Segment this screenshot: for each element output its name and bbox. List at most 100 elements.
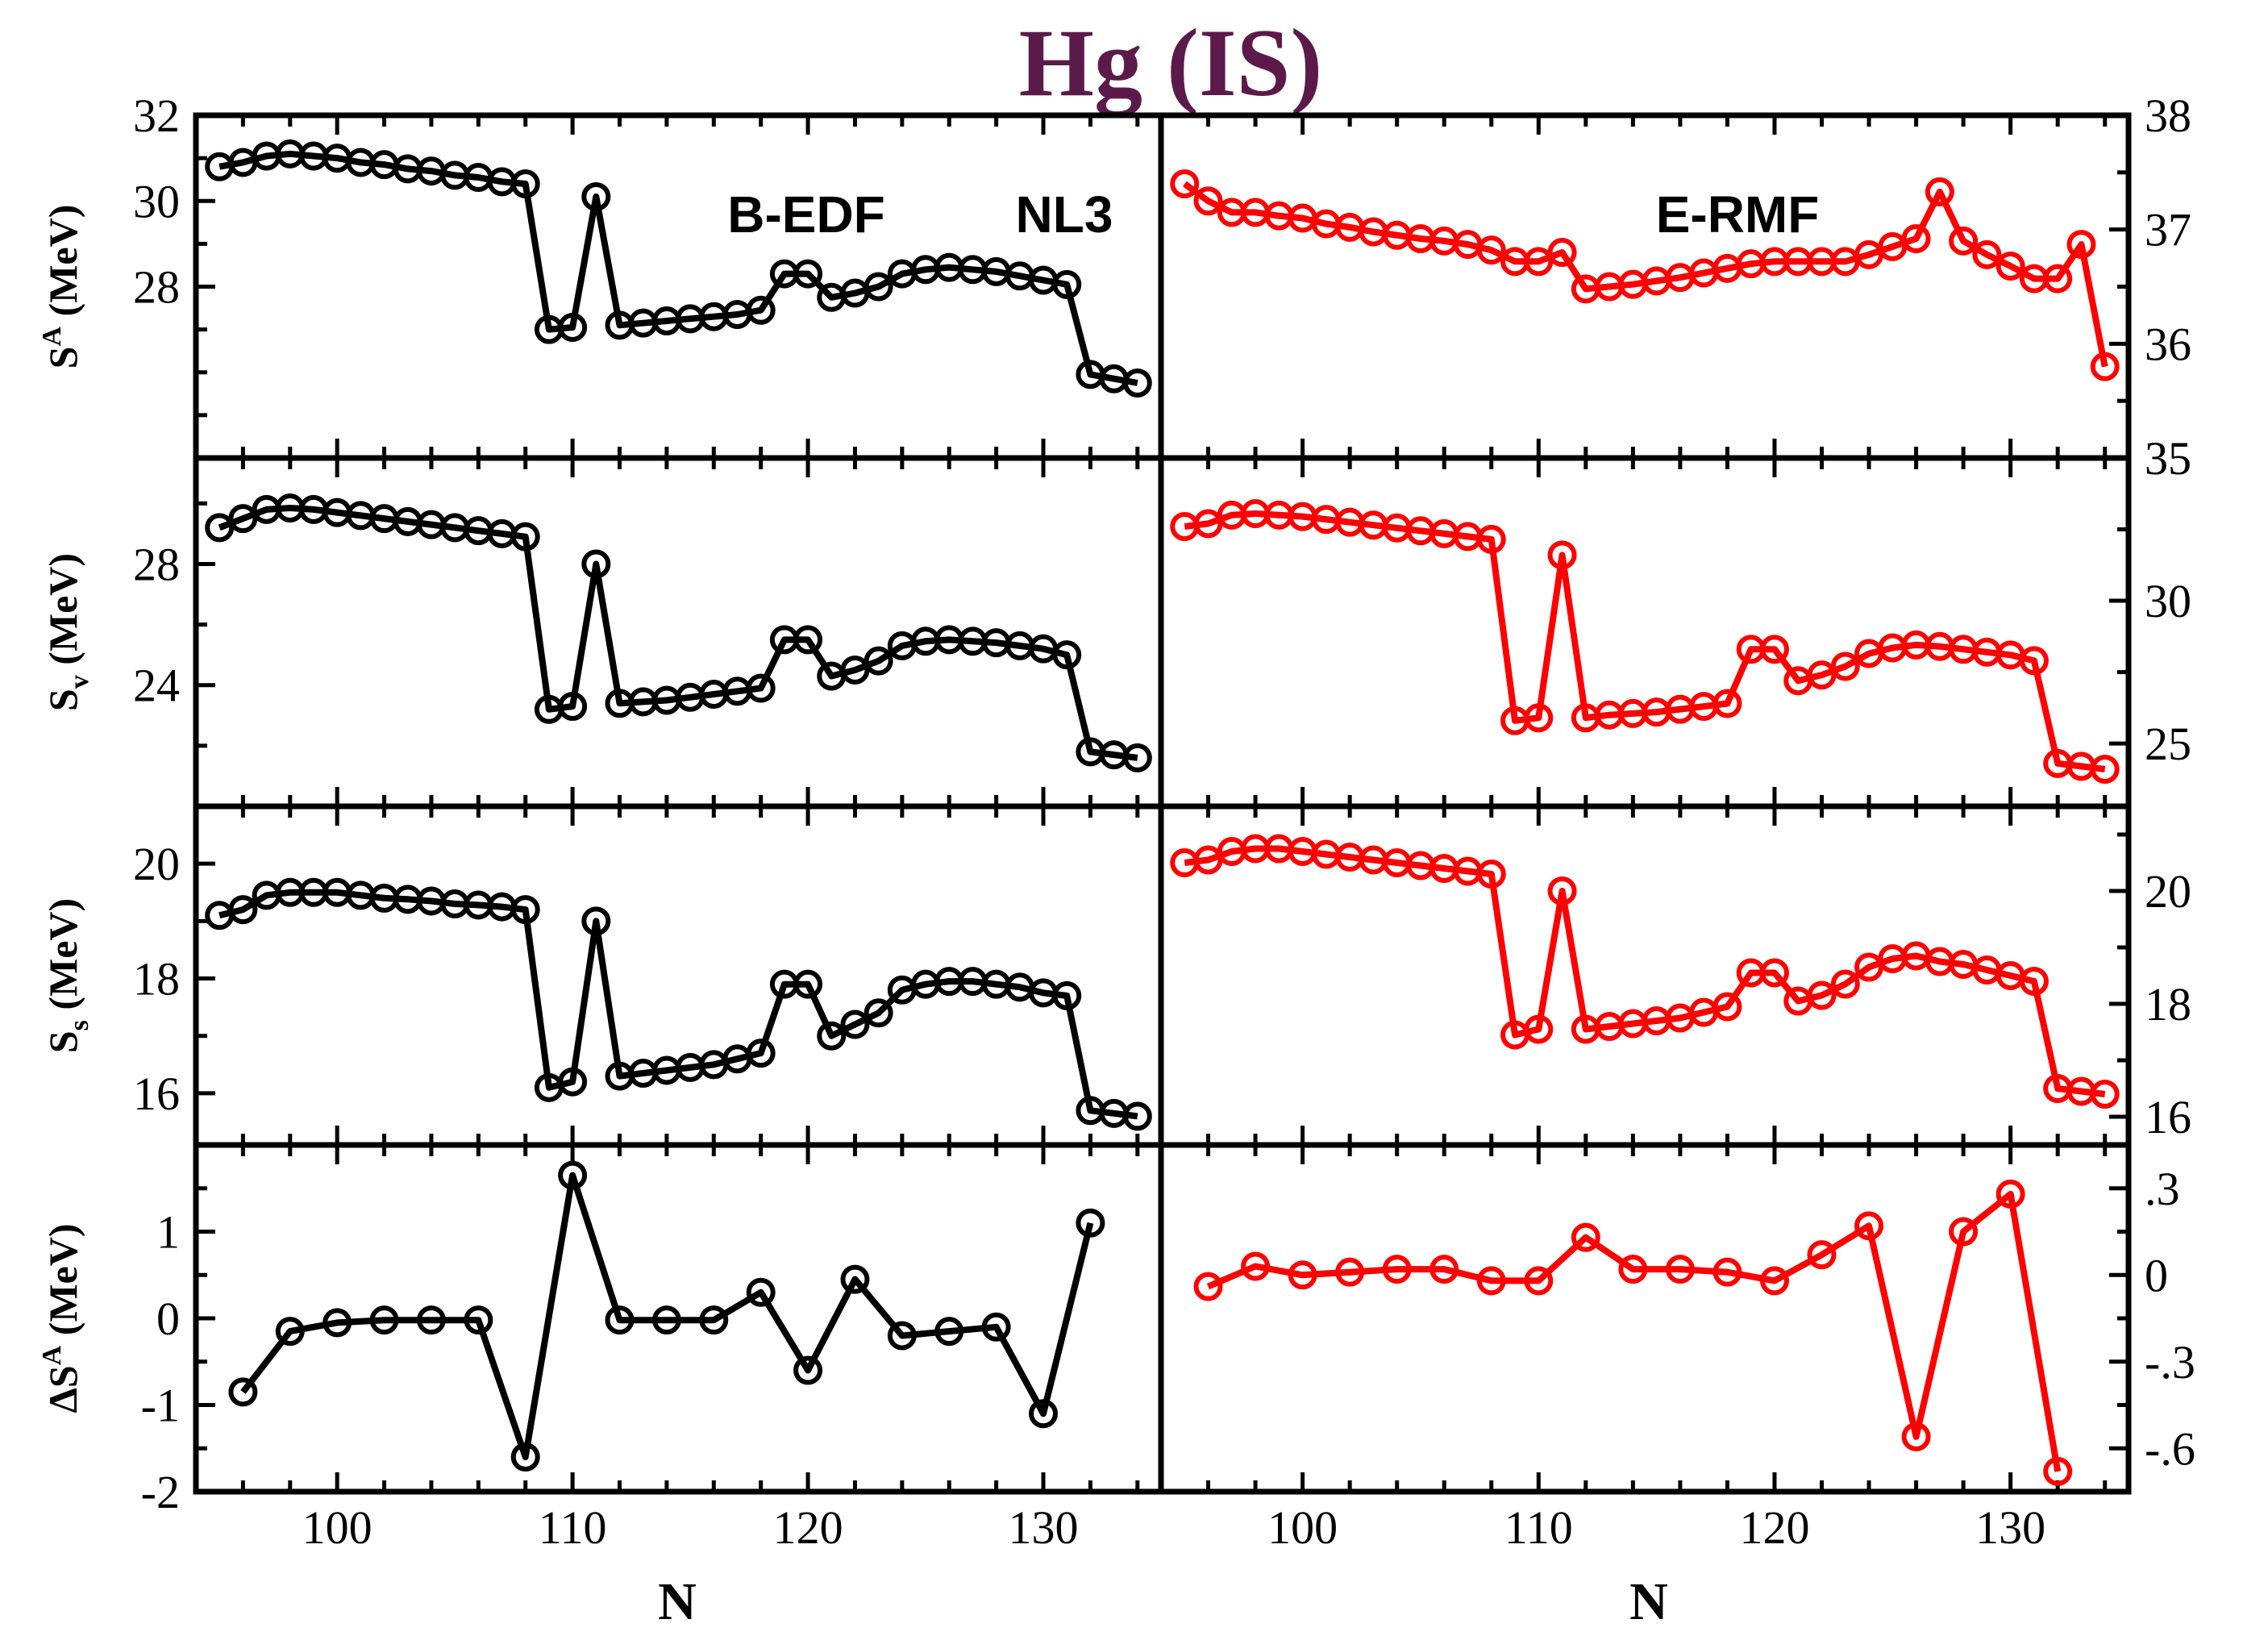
x-tick-label: 100 xyxy=(302,1501,372,1554)
x-tick-label: 110 xyxy=(1504,1501,1573,1554)
data-point xyxy=(1029,1399,1059,1429)
data-point xyxy=(1335,1257,1365,1287)
data-point xyxy=(840,1264,870,1294)
data-point xyxy=(1995,1179,2025,1209)
y-tick-label: 28 xyxy=(133,261,180,314)
data-point xyxy=(510,169,540,198)
data-point xyxy=(558,1067,588,1097)
panel-left-dSA: -2 -1 0 1 100 110 120 130 ΔSA (MeV) xyxy=(37,1142,1164,1554)
data-point xyxy=(1854,1211,1884,1241)
data-point xyxy=(581,906,611,936)
data-point xyxy=(1830,651,1860,681)
panel-left-Sv: 24 28 Sv (MeV) xyxy=(40,455,1164,810)
x-tick-label: 130 xyxy=(1009,1501,1079,1554)
data-point xyxy=(510,1442,540,1472)
data-point xyxy=(746,1039,776,1068)
series-line xyxy=(1184,845,2106,1097)
data-point xyxy=(1807,980,1837,1010)
panel-frame xyxy=(1158,455,2132,810)
x-tick-label: 110 xyxy=(539,1501,607,1554)
data-point xyxy=(887,1321,917,1351)
y-tick-label: .3 xyxy=(2145,1163,2180,1215)
data-point xyxy=(228,504,258,534)
data-point xyxy=(1052,980,1082,1010)
data-point xyxy=(793,259,823,289)
data-point xyxy=(416,1305,446,1335)
data-point xyxy=(793,1355,823,1385)
data-point xyxy=(840,655,870,685)
y-tick-label: 36 xyxy=(2145,318,2191,370)
y-tick-label: -1 xyxy=(141,1380,180,1432)
data-point xyxy=(1759,635,1789,664)
data-point xyxy=(1476,1266,1506,1296)
data-point xyxy=(558,692,588,722)
data-point xyxy=(1901,1422,1931,1451)
x-axis-label-right: N xyxy=(1629,1572,1668,1631)
data-point xyxy=(2090,754,2120,784)
data-point xyxy=(1712,992,1742,1022)
data-point xyxy=(1547,540,1577,570)
panel-right-Sv: 25 30 35 xyxy=(1158,432,2191,810)
data-point xyxy=(934,1317,964,1347)
y-tick-label: 0 xyxy=(2145,1249,2168,1301)
series-line xyxy=(218,150,1138,386)
y-tick-label: 38 xyxy=(2145,90,2191,142)
y-tick-label: -.3 xyxy=(2145,1336,2195,1388)
data-point xyxy=(1122,1101,1152,1131)
data-point xyxy=(1524,247,1554,277)
data-point xyxy=(510,522,540,552)
y-tick-label: 16 xyxy=(2145,1091,2191,1143)
series-line xyxy=(218,889,1138,1120)
data-point xyxy=(228,1377,258,1407)
y-axis-label: Sv (MeV) xyxy=(40,553,94,711)
data-point xyxy=(1759,1266,1789,1296)
panel-frame xyxy=(1158,803,2132,1148)
data-point xyxy=(1524,703,1554,733)
data-point xyxy=(1547,238,1577,267)
data-point xyxy=(558,1160,588,1190)
data-point xyxy=(1052,640,1082,670)
y-tick-label: 35 xyxy=(2145,432,2191,485)
data-point xyxy=(510,895,540,925)
y-tick-label: 28 xyxy=(133,538,180,590)
data-point xyxy=(464,1305,493,1335)
y-tick-label: 30 xyxy=(133,175,180,227)
y-tick-label: 37 xyxy=(2145,204,2191,256)
chart-title: Hg (IS) xyxy=(1019,9,1323,117)
data-point xyxy=(581,549,611,579)
panel-left-Ss: 16 18 20 Ss (MeV) xyxy=(40,803,1164,1148)
data-point xyxy=(1949,226,1979,256)
data-point xyxy=(1524,1266,1554,1296)
y-tick-label: 25 xyxy=(2145,718,2191,770)
panel-right-Ss: 16 18 20 xyxy=(1158,803,2191,1148)
y-axis-label: ΔSA (MeV) xyxy=(37,1223,85,1413)
data-point xyxy=(1712,1257,1742,1287)
y-tick-label: -.6 xyxy=(2145,1422,2195,1475)
data-point xyxy=(558,312,588,342)
data-point xyxy=(275,1317,305,1347)
data-point xyxy=(1830,969,1860,999)
series-line xyxy=(240,1172,1094,1460)
data-point xyxy=(746,673,776,703)
data-point xyxy=(2019,967,2049,996)
series-line xyxy=(1184,510,2106,772)
data-point xyxy=(1122,368,1152,398)
data-point xyxy=(864,646,893,676)
panel-left-SA: 28 30 32 SA (MeV) xyxy=(37,90,1164,461)
panel-frame xyxy=(1158,1142,2132,1495)
data-point xyxy=(2090,352,2120,381)
data-point xyxy=(323,1308,352,1338)
data-point xyxy=(1382,1255,1412,1284)
data-point xyxy=(1170,169,1200,198)
y-tick-label: 24 xyxy=(133,660,180,712)
data-point xyxy=(1193,186,1223,216)
data-point xyxy=(2019,646,2049,676)
y-axis-label: SA (MeV) xyxy=(37,205,85,369)
data-point xyxy=(746,295,776,325)
data-point xyxy=(793,625,823,655)
data-point xyxy=(1193,1272,1223,1301)
data-point xyxy=(1995,252,2025,281)
y-tick-label: 18 xyxy=(2145,978,2191,1030)
data-point xyxy=(746,1277,776,1307)
data-point xyxy=(651,1305,681,1335)
